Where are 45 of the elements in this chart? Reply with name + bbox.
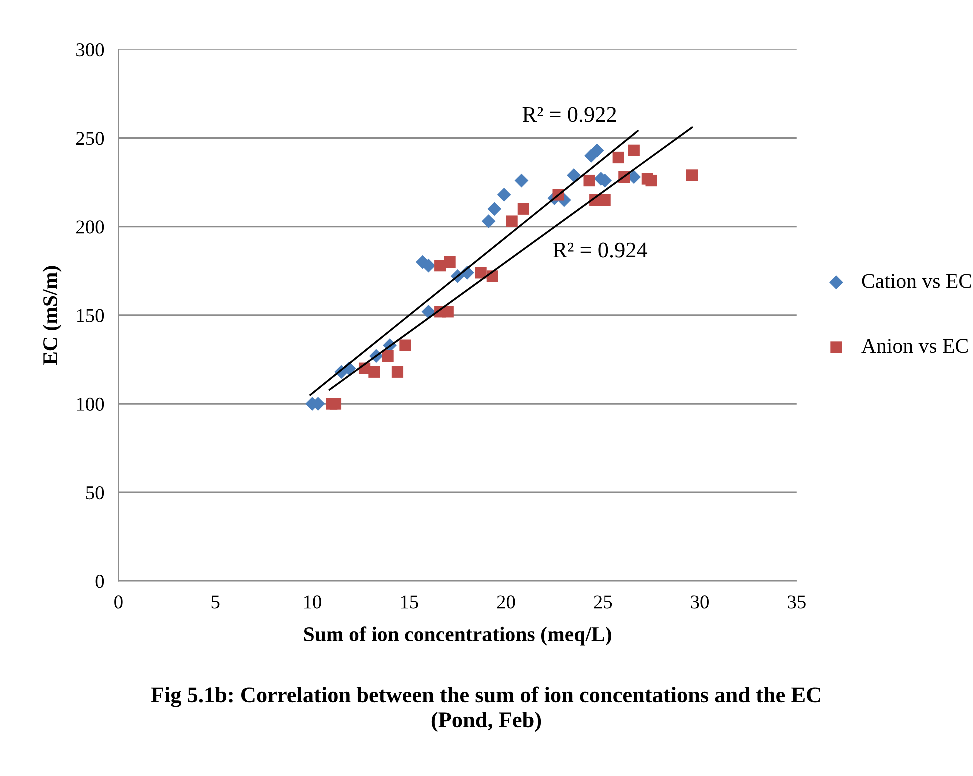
x-tick-label: 0 (114, 596, 123, 609)
y-tick-label: 0 (96, 575, 104, 588)
x-tick-label: 10 (304, 596, 322, 609)
x-tick-label: 20 (497, 596, 516, 609)
point (584, 174, 596, 187)
x-tick-label: 5 (212, 596, 220, 609)
point (422, 304, 436, 319)
y-tick-label: 100 (77, 398, 104, 411)
point (382, 350, 394, 362)
y-tick-label: 200 (76, 220, 104, 234)
point (646, 174, 658, 187)
point (518, 203, 530, 215)
point (368, 366, 380, 378)
point (444, 256, 456, 268)
legend-label: Cation vs EC (862, 274, 972, 288)
point (442, 306, 454, 318)
text: Fig 5.1b: Correlation between the sum of ion concentations and the EC (Pond, Feb) (151, 686, 820, 732)
y-tick-label: 300 (76, 43, 104, 57)
point (392, 366, 404, 378)
x-tick-label: 15 (401, 596, 418, 609)
point (567, 168, 581, 182)
annotation: R² = 0.924 (553, 242, 648, 258)
annotation: R² = 0.922 (522, 107, 616, 122)
y-tick-label: 150 (77, 309, 104, 322)
x-axis-title: Sum of ion concentrations (meq/L) (304, 626, 612, 646)
point (599, 194, 611, 206)
point (330, 398, 342, 410)
point (400, 340, 412, 352)
point (514, 174, 529, 188)
x-tick-label: 35 (788, 596, 806, 609)
point (482, 214, 496, 228)
y-axis-title: EC (mS/m) (42, 266, 62, 366)
x-tick-label: 25 (594, 596, 612, 609)
y-tick-label: 50 (86, 486, 104, 500)
x-tick-label: 30 (691, 596, 709, 609)
point (612, 152, 624, 164)
y-tick-label: 250 (76, 132, 104, 146)
point (497, 188, 512, 202)
point (590, 144, 604, 158)
legend-label: Anion vs EC (862, 339, 968, 354)
point (628, 144, 640, 156)
point (488, 202, 502, 216)
point (686, 170, 698, 182)
point (475, 267, 487, 279)
point (506, 216, 518, 228)
